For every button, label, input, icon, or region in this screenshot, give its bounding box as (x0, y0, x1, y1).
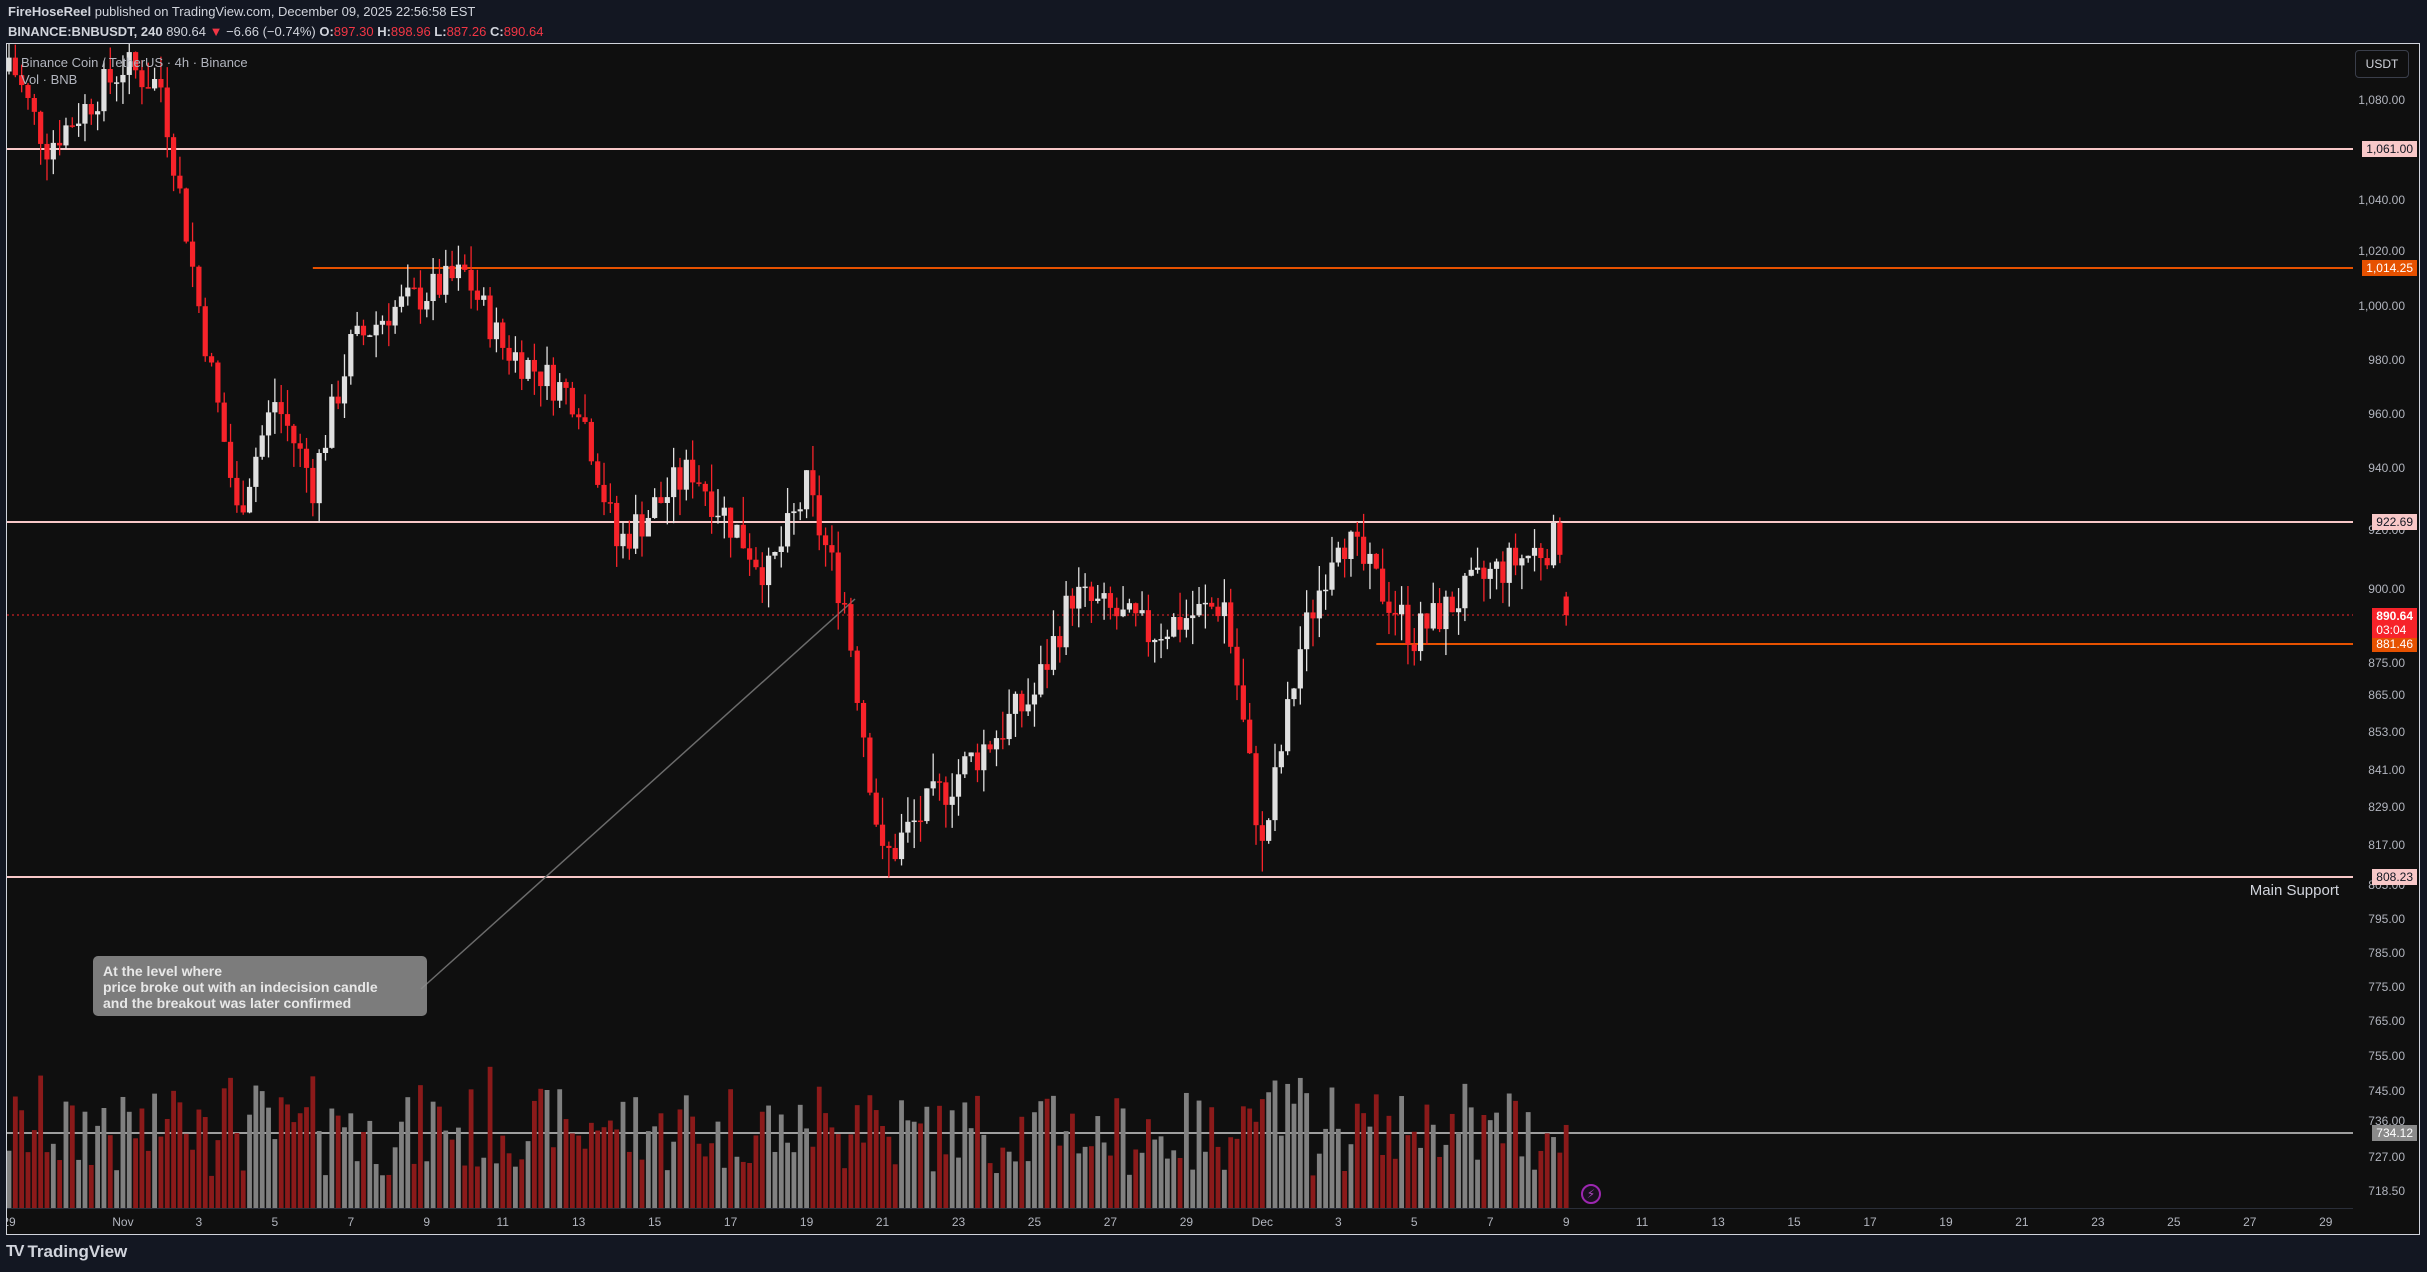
price-tick: 960.00 (2368, 407, 2405, 421)
time-tick: 21 (875, 1215, 890, 1229)
price-tick: 785.00 (2368, 946, 2405, 960)
publication-header: FireHoseReel published on TradingView.co… (8, 2, 543, 42)
price-tick: 841.00 (2368, 763, 2405, 777)
lightning-event-icon[interactable]: ⚡ (1581, 1184, 1601, 1204)
time-tick: 23 (2091, 1215, 2105, 1229)
price-tick: 1,000.00 (2358, 299, 2405, 313)
price-tick: 900.00 (2368, 582, 2405, 596)
last-price: 890.64 (166, 24, 206, 39)
level-price-tag[interactable]: 734.12 (2372, 1125, 2417, 1141)
price-tick: 1,040.00 (2358, 193, 2405, 207)
price-tick: 755.00 (2368, 1049, 2405, 1063)
time-tick: 25 (1027, 1215, 1042, 1229)
time-tick: Nov (112, 1215, 134, 1229)
time-tick: 7 (1486, 1215, 1494, 1229)
time-tick: 15 (1787, 1215, 1801, 1229)
price-tick: 736.00 (2368, 1114, 2405, 1128)
time-tick: 25 (2167, 1215, 2181, 1229)
chart-legend: Binance Coin / TetherUS · 4h · Binance V… (21, 54, 248, 88)
time-tick: 5 (271, 1215, 279, 1229)
time-tick: 9 (1562, 1215, 1570, 1229)
time-tick: 9 (423, 1215, 431, 1229)
level-price-tag[interactable]: 1,014.25 (2362, 260, 2417, 276)
tradingview-logo-icon: TV (6, 1243, 25, 1260)
time-tick: 23 (951, 1215, 966, 1229)
time-tick: 29 (2319, 1215, 2333, 1229)
annotation-connector (420, 598, 856, 990)
price-tick: 875.00 (2368, 656, 2405, 670)
time-tick: 3 (1334, 1215, 1342, 1229)
annotation-line-1: At the level where (103, 963, 223, 979)
high-value: 898.96 (390, 24, 431, 39)
time-axis[interactable]: 29 Nov 3 5 7 9 11 13 15 17 19 21 23 25 27 29 Dec 3 5 7 9 11 13… (7, 1208, 2353, 1234)
high-label: H: (377, 24, 391, 39)
legend-volume[interactable]: Vol · BNB (21, 72, 78, 87)
time-tick: 29 (1179, 1215, 1194, 1229)
time-tick: 7 (347, 1215, 355, 1229)
time-tick: 17 (723, 1215, 738, 1229)
price-tick: 795.00 (2368, 912, 2405, 926)
annotation-line-2: price broke out with an indecision candl… (103, 979, 378, 995)
time-tick: 21 (2015, 1215, 2029, 1229)
price-change: −6.66 (−0.74%) (226, 24, 316, 39)
time-tick: 13 (572, 1215, 586, 1229)
time-tick: 13 (1711, 1215, 1725, 1229)
close-label: C: (489, 24, 504, 39)
last-price-tag[interactable]: 890.64 03:04 (2372, 608, 2417, 638)
price-tick: 1,080.00 (2358, 93, 2405, 107)
annotation-line-3: and the breakout was later confirmed (103, 995, 352, 1011)
price-chart-canvas[interactable] (7, 44, 2420, 1235)
time-tick: 3 (195, 1215, 203, 1229)
tradingview-footer[interactable]: TV TradingView (6, 1242, 127, 1262)
time-tick: 27 (2243, 1215, 2257, 1229)
time-tick: 11 (496, 1215, 509, 1229)
price-tick: 1,020.00 (2358, 244, 2405, 258)
chart-frame[interactable]: Binance Coin / TetherUS · 4h · Binance V… (6, 43, 2420, 1235)
low-label: L: (434, 24, 447, 39)
close-value: 890.64 (503, 24, 544, 39)
time-tick: 11 (1635, 1215, 1649, 1229)
symbol-label: BINANCE:BNBUSDT, 240 (8, 24, 163, 39)
price-tick: 829.00 (2368, 800, 2405, 814)
author-name[interactable]: FireHoseReel (8, 4, 92, 19)
time-tick: 17 (1863, 1215, 1877, 1229)
time-tick: Dec (1251, 1215, 1273, 1229)
open-label: O: (319, 24, 334, 39)
price-tick: 745.00 (2368, 1084, 2405, 1098)
low-value: 887.26 (446, 24, 487, 39)
price-tick: 775.00 (2368, 980, 2405, 994)
level-price-tag[interactable]: 881.46 (2372, 636, 2417, 652)
price-tick: 940.00 (2368, 461, 2405, 475)
published-text: published on TradingView.com, December 0… (94, 4, 476, 19)
tradingview-brand: TradingView (27, 1242, 128, 1261)
level-price-tag[interactable]: 808.23 (2372, 869, 2417, 885)
time-tick: 5 (1410, 1215, 1418, 1229)
legend-title[interactable]: Binance Coin / TetherUS · 4h · Binance (21, 55, 248, 70)
annotation-callout[interactable]: At the level where price broke out with … (93, 956, 427, 1016)
time-tick: 27 (1103, 1215, 1118, 1229)
price-tick: 817.00 (2368, 838, 2405, 852)
time-tick: 29 (7, 1215, 16, 1229)
price-tick: 865.00 (2368, 688, 2405, 702)
price-tick: 727.00 (2368, 1150, 2405, 1164)
price-tick: 718.50 (2368, 1184, 2405, 1198)
price-tick: 980.00 (2368, 353, 2405, 367)
price-tick: 853.00 (2368, 725, 2405, 739)
level-price-tag[interactable]: 922.69 (2372, 514, 2417, 530)
time-tick: 19 (799, 1215, 814, 1229)
down-arrow-icon: ▼ (209, 24, 223, 39)
level-price-tag[interactable]: 1,061.00 (2362, 141, 2417, 157)
currency-button[interactable]: USDT (2355, 50, 2409, 78)
time-tick: 15 (647, 1215, 662, 1229)
open-value: 897.30 (333, 24, 374, 39)
main-support-label[interactable]: Main Support (2249, 882, 2339, 899)
time-tick: 19 (1939, 1215, 1953, 1229)
price-tick: 765.00 (2368, 1014, 2405, 1028)
